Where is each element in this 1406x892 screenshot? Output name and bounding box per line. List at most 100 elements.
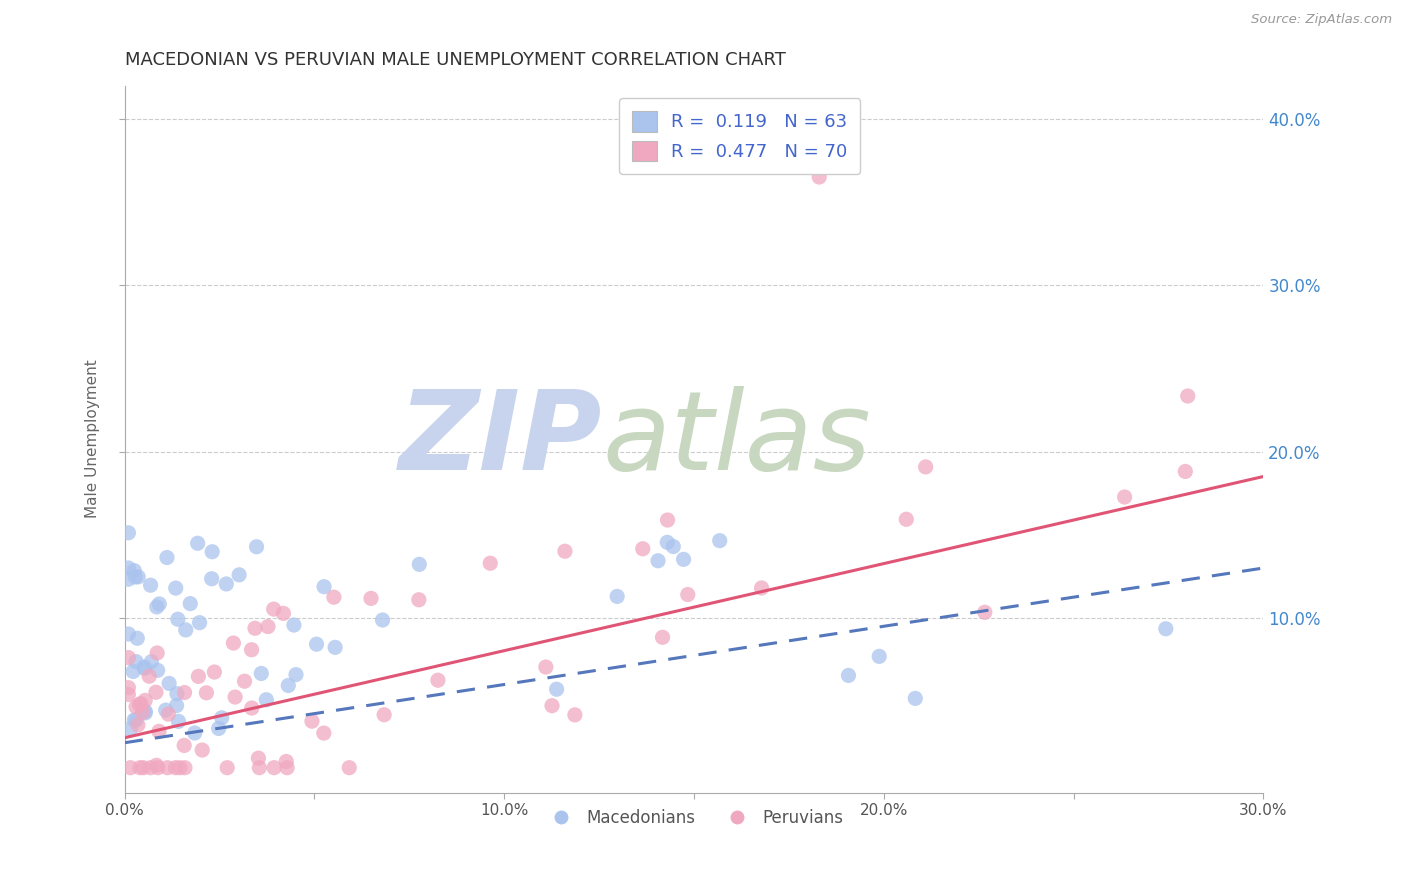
Point xyxy=(1154,622,1177,636)
Point xyxy=(534,660,557,674)
Point xyxy=(243,621,266,635)
Point xyxy=(631,541,654,556)
Point xyxy=(247,761,270,775)
Point xyxy=(554,544,576,558)
Point xyxy=(312,726,335,740)
Point xyxy=(167,612,190,626)
Point xyxy=(117,681,139,695)
Point xyxy=(263,602,285,616)
Point xyxy=(322,590,344,604)
Point xyxy=(166,687,188,701)
Point xyxy=(973,605,995,619)
Point xyxy=(808,169,831,184)
Point xyxy=(426,673,449,688)
Point xyxy=(201,545,224,559)
Point xyxy=(240,642,263,657)
Point xyxy=(179,597,201,611)
Point xyxy=(122,713,145,727)
Point xyxy=(672,552,695,566)
Point xyxy=(371,613,394,627)
Point xyxy=(408,592,430,607)
Point xyxy=(187,669,209,683)
Point xyxy=(169,761,191,775)
Point xyxy=(173,739,195,753)
Y-axis label: Male Unemployment: Male Unemployment xyxy=(86,359,100,518)
Point xyxy=(868,649,890,664)
Point xyxy=(128,761,150,775)
Point xyxy=(323,640,346,655)
Point xyxy=(145,758,167,772)
Point xyxy=(173,685,195,699)
Legend: Macedonians, Peruvians: Macedonians, Peruvians xyxy=(538,803,849,834)
Point xyxy=(139,761,162,775)
Point xyxy=(224,690,246,704)
Point xyxy=(337,761,360,775)
Point xyxy=(709,533,731,548)
Text: Source: ZipAtlas.com: Source: ZipAtlas.com xyxy=(1251,13,1392,27)
Point xyxy=(127,632,149,646)
Point xyxy=(146,599,169,614)
Point xyxy=(117,525,139,540)
Point xyxy=(837,668,859,682)
Point xyxy=(165,761,187,775)
Point xyxy=(250,666,273,681)
Point xyxy=(1177,389,1199,403)
Point xyxy=(263,761,285,775)
Point xyxy=(202,665,225,679)
Point xyxy=(360,591,382,606)
Point xyxy=(651,630,673,644)
Point xyxy=(138,669,160,683)
Point xyxy=(254,692,277,706)
Point xyxy=(479,556,502,570)
Point xyxy=(117,650,139,665)
Point xyxy=(129,697,152,711)
Point xyxy=(606,590,628,604)
Point xyxy=(120,761,142,775)
Point xyxy=(146,761,169,775)
Point xyxy=(139,578,162,592)
Point xyxy=(1114,490,1136,504)
Point xyxy=(211,711,233,725)
Point xyxy=(201,572,224,586)
Point xyxy=(751,581,773,595)
Point xyxy=(283,618,305,632)
Point xyxy=(217,761,239,775)
Point xyxy=(156,761,179,775)
Point xyxy=(157,676,180,690)
Point xyxy=(222,636,245,650)
Text: atlas: atlas xyxy=(603,385,872,492)
Point xyxy=(167,714,190,729)
Point xyxy=(285,667,308,681)
Point xyxy=(373,707,395,722)
Point xyxy=(134,693,156,707)
Point xyxy=(188,615,211,630)
Point xyxy=(257,619,280,633)
Point xyxy=(148,597,170,611)
Point xyxy=(277,678,299,692)
Point xyxy=(301,714,323,729)
Point xyxy=(564,707,586,722)
Point xyxy=(245,540,267,554)
Point xyxy=(657,513,679,527)
Point xyxy=(122,564,145,578)
Point xyxy=(1174,465,1197,479)
Point xyxy=(208,722,231,736)
Point xyxy=(117,572,139,586)
Point xyxy=(233,674,256,689)
Point xyxy=(174,761,197,775)
Point xyxy=(165,581,187,595)
Point xyxy=(134,661,156,675)
Point xyxy=(141,655,163,669)
Point xyxy=(131,706,153,720)
Point xyxy=(156,550,179,565)
Point xyxy=(134,706,156,720)
Point xyxy=(240,701,263,715)
Point xyxy=(174,623,197,637)
Point xyxy=(657,535,679,549)
Point xyxy=(305,637,328,651)
Point xyxy=(247,751,270,765)
Point xyxy=(148,724,170,739)
Point xyxy=(122,665,145,679)
Point xyxy=(155,703,177,717)
Point xyxy=(134,660,156,674)
